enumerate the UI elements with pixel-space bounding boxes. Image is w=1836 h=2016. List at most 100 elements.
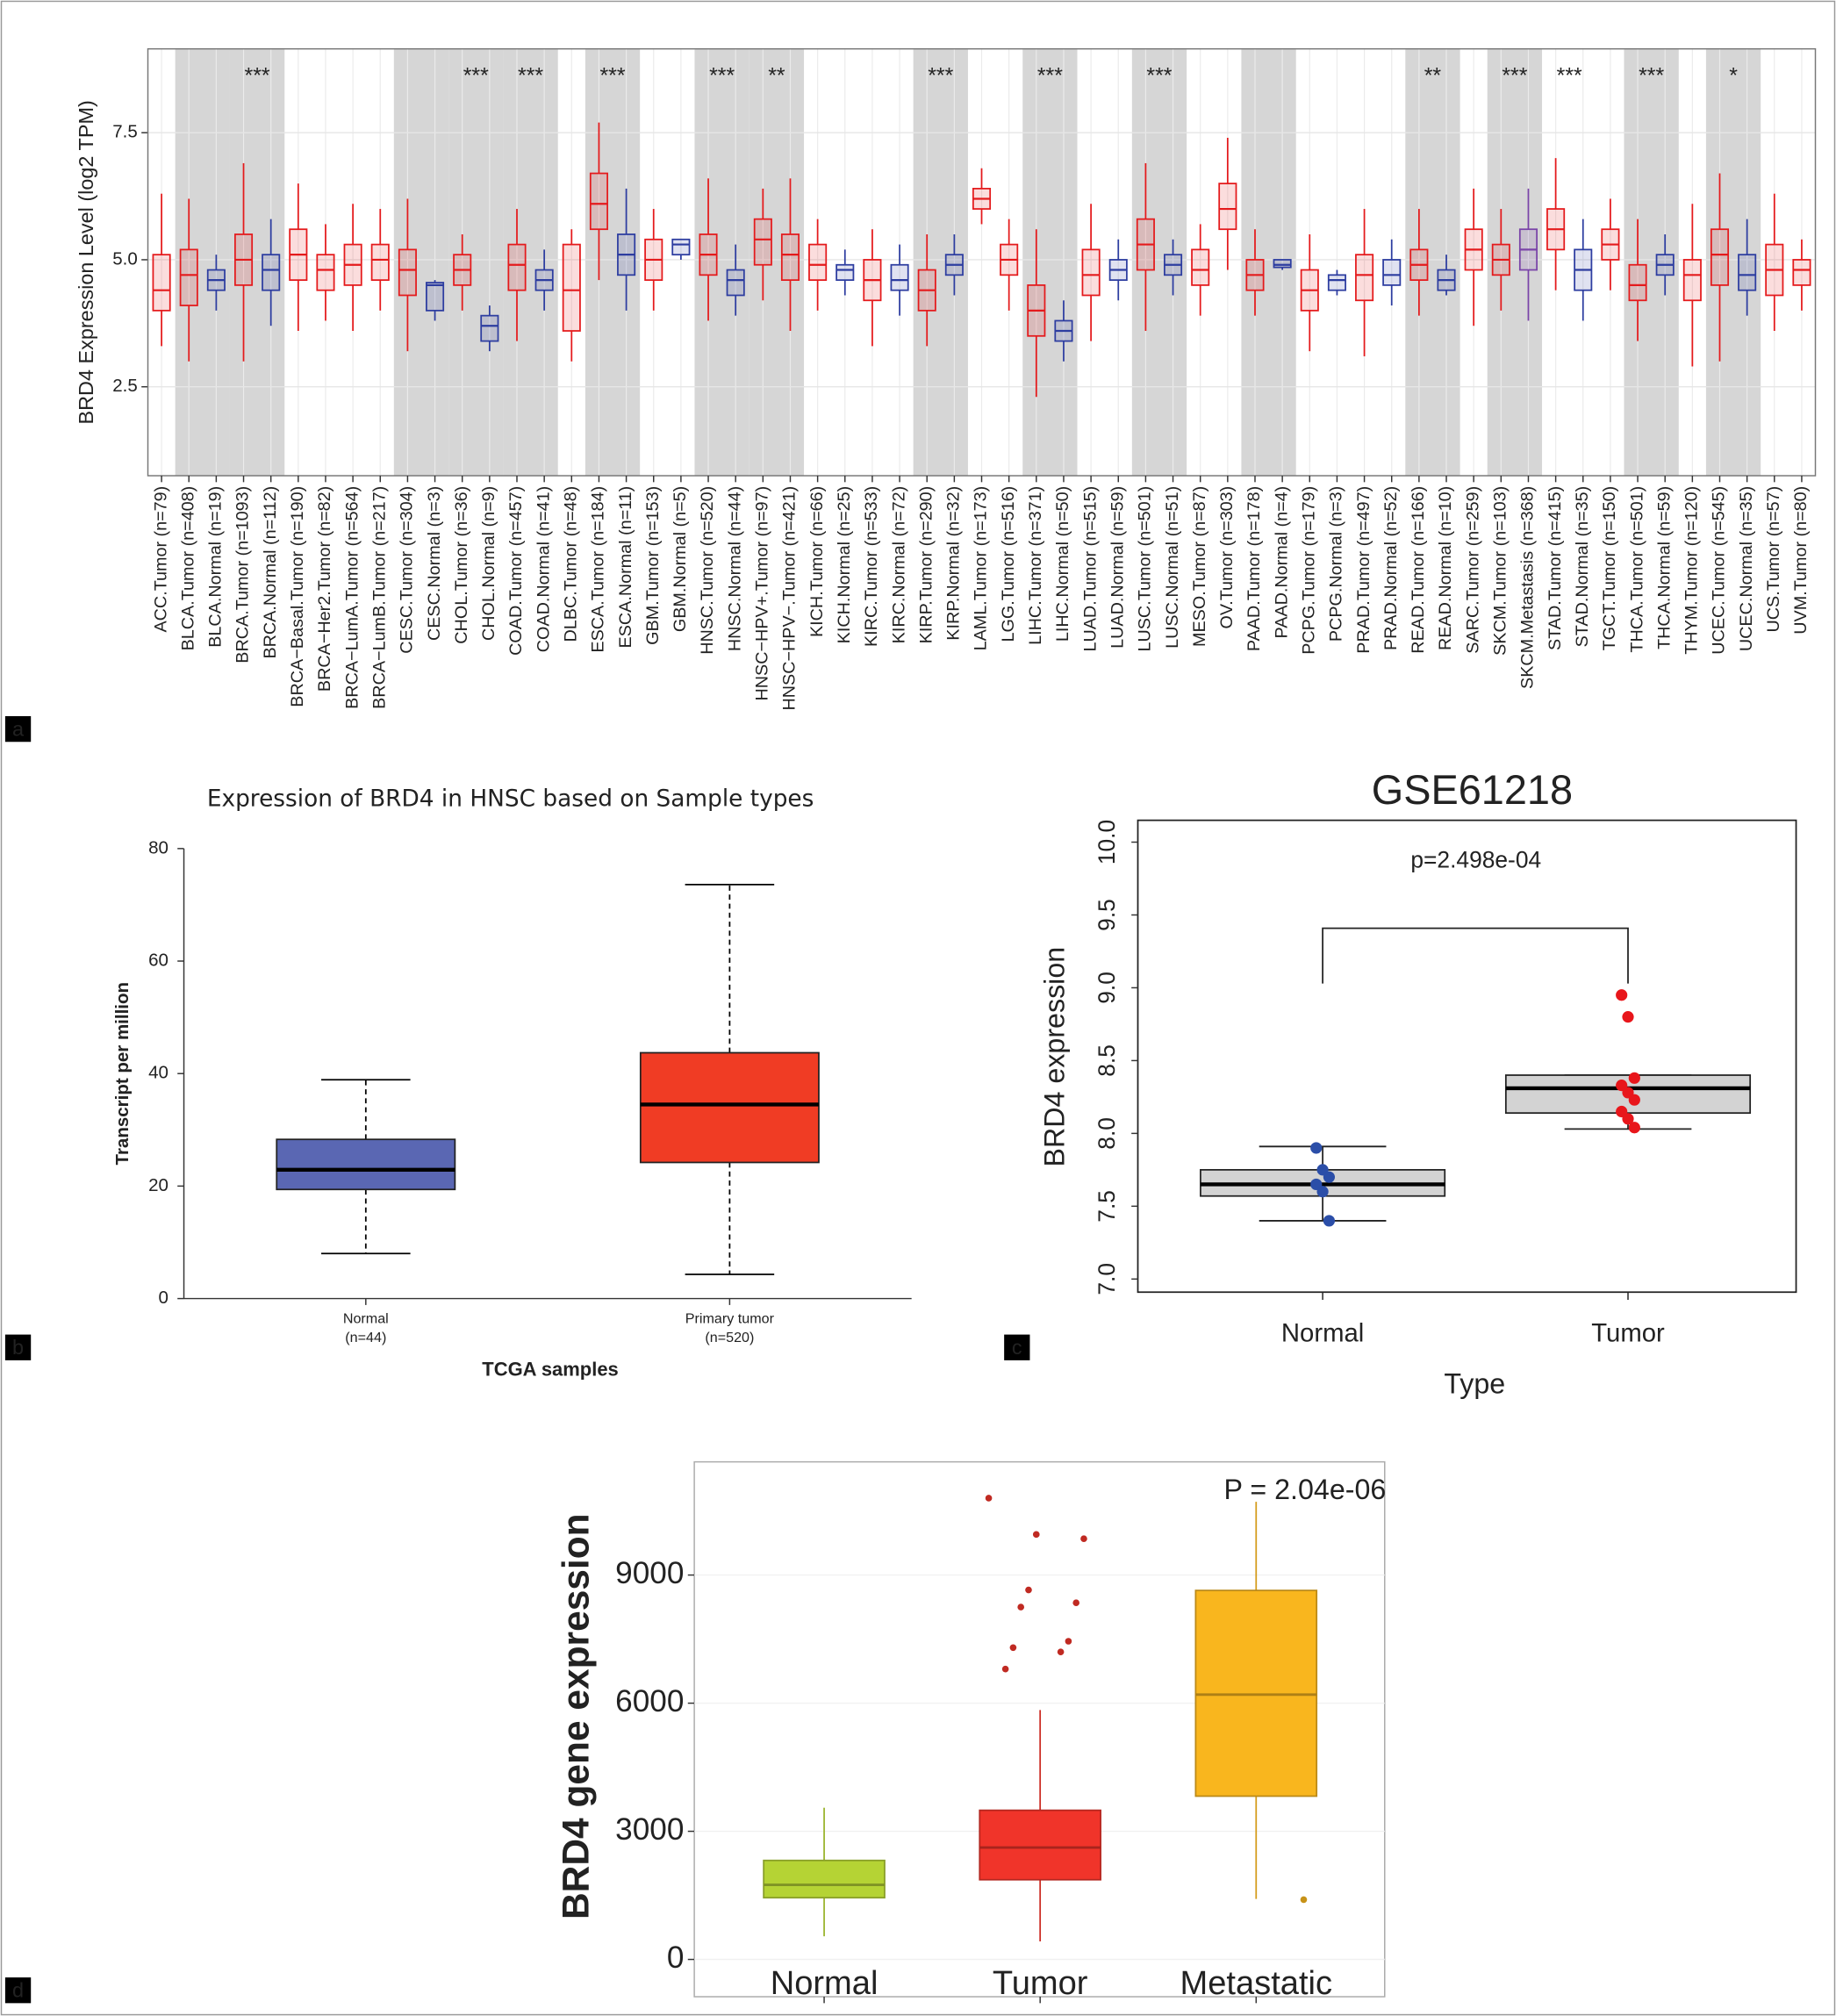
box [1738, 254, 1757, 291]
x-tick-label: ACC.Tumor (n=79) [151, 486, 170, 633]
x-tick-label: CHOL.Tumor (n=36) [452, 486, 471, 644]
shaded-band [749, 48, 805, 477]
x-tick-label: Normal [771, 1965, 879, 2002]
significance: * [1729, 63, 1738, 88]
outlier [1001, 1665, 1009, 1673]
significance: *** [518, 63, 543, 88]
x-tick-label: MESO.Tumor (n=87) [1190, 486, 1209, 647]
panel-letter: c [1012, 1336, 1022, 1359]
panel-letter-box [4, 1334, 32, 1360]
box [1081, 248, 1101, 297]
x-tick-label: GBM.Normal (n=5) [671, 486, 690, 632]
box [562, 243, 581, 332]
x-tick-label: KIRC.Tumor (n=533) [862, 486, 881, 647]
panel-letter-box [4, 715, 32, 743]
box [1682, 259, 1702, 302]
x-tick-label: KICH.Tumor (n=66) [807, 486, 827, 637]
x-tick-label: STAD.Tumor (n=415) [1546, 486, 1565, 650]
shaded-band [448, 48, 504, 477]
outlier [1057, 1648, 1065, 1655]
x-tick-label: SKCM.Metastasis (n=368) [1518, 486, 1538, 689]
y-tick-label: 0 [159, 1288, 169, 1308]
significance: *** [1557, 63, 1582, 88]
box [639, 1051, 820, 1164]
box [179, 248, 198, 306]
point [1628, 1094, 1640, 1106]
box [1273, 259, 1292, 269]
x-tick-label: CESC.Tumor (n=304) [398, 486, 417, 654]
x-tick-sublabel: (n=520) [705, 1330, 754, 1345]
x-tick-label: HNSC−HPV−.Tumor (n=421) [780, 486, 800, 711]
x-tick-label: LIHC.Tumor (n=371) [1026, 486, 1045, 645]
y-tick-label: 7.5 [1094, 1190, 1120, 1223]
box [1327, 274, 1346, 291]
shaded-band [913, 48, 968, 477]
x-tick-label: READ.Normal (n=10) [1436, 486, 1455, 650]
y-tick-label: 9.5 [1094, 899, 1120, 931]
box [1710, 228, 1730, 286]
box [726, 269, 745, 297]
box [979, 1809, 1101, 1881]
x-tick-label: CHOL.Normal (n=9) [479, 486, 498, 641]
box [370, 243, 390, 281]
shaded-band [1405, 48, 1460, 477]
point [1628, 1122, 1640, 1134]
box [1792, 259, 1811, 286]
x-tick-label: ESCA.Tumor (n=184) [589, 486, 608, 653]
y-tick-label: 8.5 [1094, 1044, 1120, 1077]
point [1323, 1171, 1336, 1183]
point [1628, 1072, 1640, 1084]
x-tick-label: KIRP.Tumor (n=290) [916, 486, 936, 644]
y-tick-label: 40 [148, 1063, 169, 1083]
x-tick-label: HNSC−HPV+.Tumor (n=97) [753, 486, 772, 701]
outlier [1300, 1896, 1308, 1904]
panel-letter-box [1004, 1334, 1030, 1360]
y-tick-label: 80 [148, 837, 169, 857]
x-tick-label: PRAD.Tumor (n=497) [1354, 486, 1373, 654]
x-tick-label: KICH.Normal (n=25) [835, 486, 854, 644]
significance: *** [245, 63, 270, 88]
x-tick-label: Tumor [1591, 1318, 1665, 1347]
box [753, 218, 772, 266]
box [1382, 259, 1402, 286]
box [426, 282, 445, 312]
x-tick-label: PAAD.Tumor (n=178) [1244, 486, 1264, 651]
x-tick-label: KIRC.Normal (n=72) [889, 486, 908, 644]
annotation: p=2.498e-04 [1410, 846, 1541, 872]
y-tick-label: 6000 [615, 1684, 684, 1718]
significance: ** [768, 63, 785, 88]
x-tick-label: BLCA.Normal (n=19) [206, 486, 226, 648]
box [589, 172, 608, 231]
x-tick-label: BRCA−LumB.Tumor (n=217) [369, 486, 389, 709]
panel-letter: b [12, 1336, 24, 1359]
y-tick-label: 7.5 [112, 122, 138, 142]
x-tick-label: STAD.Normal (n=35) [1573, 486, 1592, 648]
outlier [1065, 1638, 1072, 1645]
x-tick-label: THCA.Normal (n=59) [1654, 486, 1674, 649]
x-tick-label: LUAD.Normal (n=59) [1108, 486, 1127, 649]
x-tick-label: LUSC.Normal (n=51) [1163, 486, 1182, 649]
x-tick-label: HNSC.Tumor (n=520) [698, 486, 717, 655]
shaded-band [694, 48, 749, 477]
y-tick-label: 8.0 [1094, 1117, 1120, 1150]
x-tick-label: READ.Tumor (n=166) [1409, 486, 1428, 654]
box [276, 1138, 456, 1191]
point [1323, 1215, 1336, 1227]
significance: *** [1502, 63, 1527, 88]
x-tick-label: LGG.Tumor (n=516) [999, 486, 1018, 642]
x-tick-label: COAD.Tumor (n=457) [506, 486, 526, 656]
x-tick-label: LIHC.Normal (n=50) [1053, 486, 1072, 642]
box [480, 314, 499, 342]
point [1310, 1142, 1323, 1154]
box [1628, 263, 1647, 302]
y-tick-label: 9000 [615, 1556, 684, 1590]
box [262, 254, 281, 291]
outlier [1072, 1599, 1079, 1607]
box [1218, 183, 1237, 231]
shaded-band [585, 48, 641, 477]
outlier [985, 1495, 993, 1502]
x-tick-label: BRCA−Her2.Tumor (n=82) [315, 486, 334, 692]
box [1355, 254, 1374, 302]
significance: *** [599, 63, 625, 88]
